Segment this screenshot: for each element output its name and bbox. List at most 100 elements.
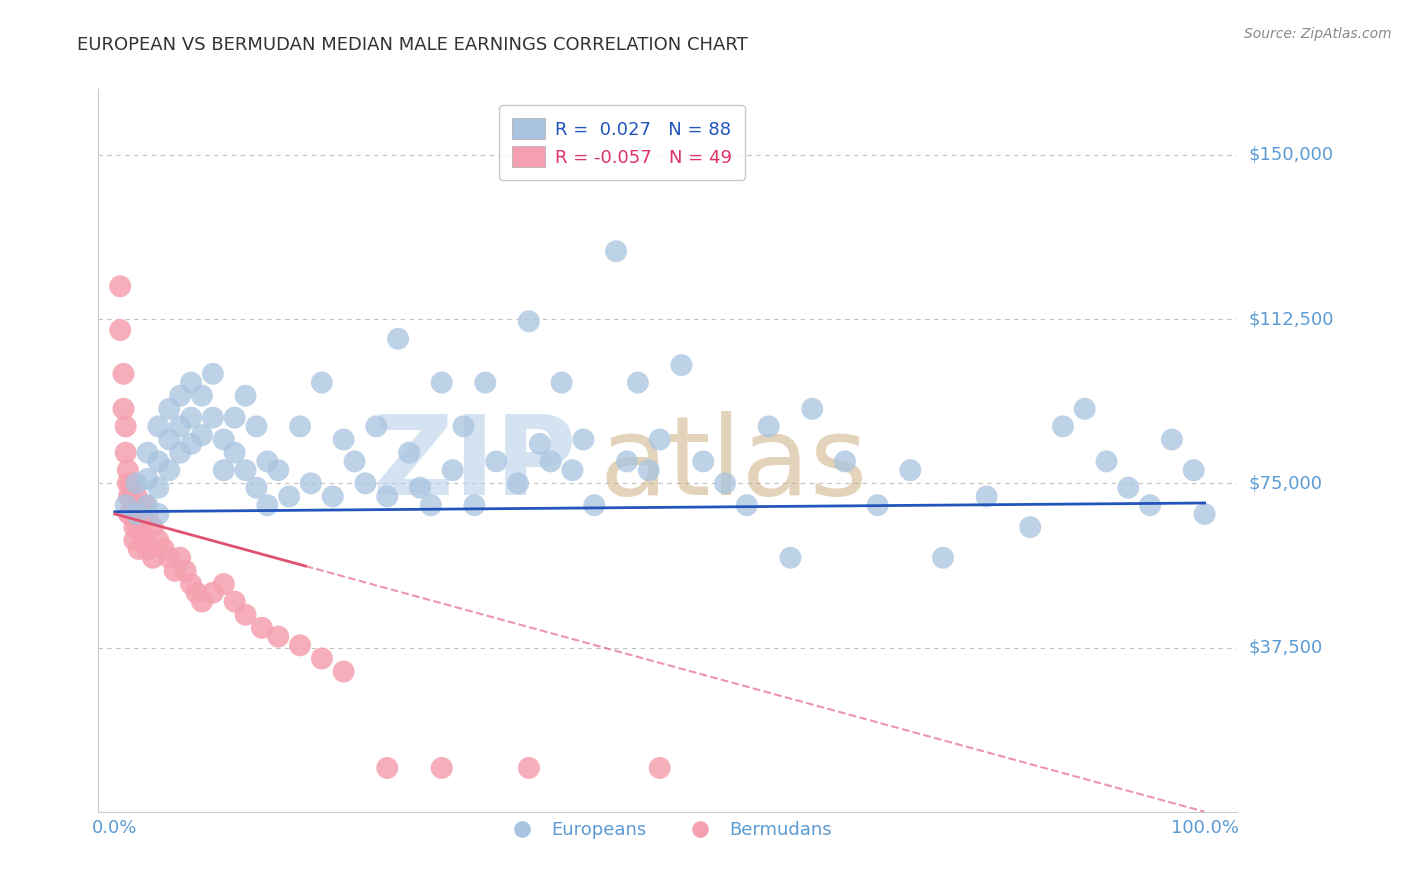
Text: $75,000: $75,000 [1249,475,1323,492]
Point [110,279,132,293]
Point [169,445,191,459]
Point [134,498,156,512]
Point [114,498,136,512]
Point [354,476,377,491]
Point [517,761,540,775]
Point [125,507,148,521]
Point [1073,401,1095,416]
Point [201,586,224,600]
Point [517,314,540,328]
Point [118,490,141,504]
Point [648,761,671,775]
Point [157,433,180,447]
Point [180,437,202,451]
Point [191,428,214,442]
Point [375,761,398,775]
Point [1116,481,1139,495]
Point [128,520,150,534]
Point [110,323,132,337]
Point [153,541,176,556]
Point [561,463,583,477]
Point [801,401,824,416]
Point [142,520,165,534]
Point [201,410,224,425]
Point [267,630,290,644]
Text: $150,000: $150,000 [1249,146,1333,164]
Point [169,550,191,565]
Point [648,433,671,447]
Point [256,454,278,468]
Point [245,419,267,434]
Text: ZIP: ZIP [374,411,576,518]
Point [671,358,693,372]
Point [332,433,354,447]
Point [157,463,180,477]
Point [1095,454,1118,468]
Point [136,541,159,556]
Point [1139,498,1161,512]
Point [714,476,737,491]
Point [932,550,955,565]
Point [224,594,246,608]
Point [311,651,333,665]
Point [148,454,170,468]
Point [112,367,135,381]
Point [366,419,388,434]
Point [898,463,921,477]
Point [278,490,301,504]
Point [976,490,998,504]
Point [834,454,856,468]
Point [375,490,398,504]
Point [387,332,409,346]
Point [157,401,180,416]
Point [692,454,714,468]
Point [1052,419,1074,434]
Point [169,389,191,403]
Point [485,454,508,468]
Point [866,498,889,512]
Point [409,481,432,495]
Point [148,507,170,521]
Point [637,463,659,477]
Point [453,419,475,434]
Point [627,376,650,390]
Point [131,520,153,534]
Point [288,419,311,434]
Point [186,586,208,600]
Point [235,607,257,622]
Point [117,463,139,477]
Point [136,498,159,512]
Point [191,594,214,608]
Point [550,376,572,390]
Point [605,244,627,259]
Point [169,419,191,434]
Point [114,445,136,459]
Point [120,507,142,521]
Point [506,476,529,491]
Point [311,376,333,390]
Point [235,463,257,477]
Point [245,481,267,495]
Point [474,376,496,390]
Point [616,454,638,468]
Point [419,498,441,512]
Point [125,476,148,491]
Point [120,490,142,504]
Point [1182,463,1205,477]
Point [114,419,136,434]
Point [441,463,464,477]
Point [112,401,135,416]
Point [148,481,170,495]
Text: $112,500: $112,500 [1249,310,1334,328]
Point [136,507,159,521]
Point [134,533,156,548]
Point [735,498,758,512]
Point [250,621,273,635]
Point [212,577,235,591]
Point [142,550,165,565]
Point [180,376,202,390]
Point [124,520,146,534]
Point [136,445,159,459]
Point [398,445,420,459]
Point [136,472,159,486]
